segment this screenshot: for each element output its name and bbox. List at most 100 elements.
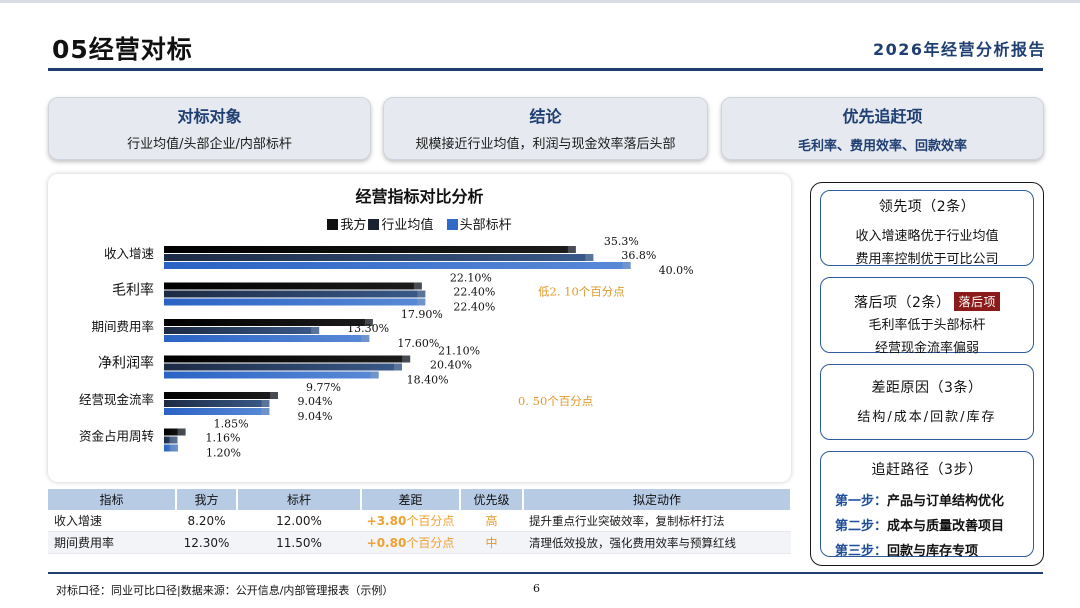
column-header: 差距 — [361, 489, 461, 510]
bar-industry — [164, 327, 320, 334]
bar-shade — [177, 428, 186, 436]
data-label: 20.40% — [430, 359, 472, 372]
bar-shade — [364, 319, 373, 326]
benchmark-cell: 12.00% — [237, 510, 361, 532]
category-label: 期间费用率 — [91, 319, 154, 334]
column-header: 我方 — [176, 489, 238, 510]
legend-item-industry: 行业均值 — [368, 218, 433, 233]
bar-shade — [622, 262, 631, 269]
gap-unit: 个百分点 — [406, 536, 455, 550]
path-card: 追赶路径（3步） 第一步：产品与订单结构优化 第二步：成本与质量改善项目 第三步… — [820, 451, 1034, 559]
data-label: 22.40% — [453, 286, 495, 299]
category-label: 毛利率 — [112, 282, 154, 299]
path-step: 第三步：回款与库存专项 — [821, 540, 1033, 559]
bar-ours — [164, 319, 373, 326]
bar-shade — [567, 246, 576, 253]
data-label: 9.77% — [306, 381, 341, 394]
ours-cell: 8.20% — [176, 510, 237, 532]
page-title: 05经营对标 — [52, 35, 193, 64]
card-text: 行业均值/头部企业/内部标杆 — [127, 137, 292, 152]
side-panel: 领先项（2条） 收入增速略优于行业均值 费用率控制优于可比公司 落后项（2条）落… — [810, 182, 1044, 566]
action-cell: 清理低效投放，强化费用效率与预算红线 — [523, 531, 791, 554]
leading-line: 收入增速略优于行业均值 — [855, 229, 999, 244]
bar-shade — [394, 363, 402, 371]
bar-shade — [585, 254, 594, 261]
gap-unit: 个百分点 — [406, 514, 455, 528]
gap-annotation: 低2. 10个百分点 — [538, 285, 625, 299]
column-header: 指标 — [48, 489, 177, 510]
bar-shade — [170, 444, 178, 452]
bar-leader — [164, 444, 178, 452]
table-header-row: 指标 我方 标杆 差距 优先级 拟定动作 — [48, 489, 792, 510]
card-priority-items: 优先追赶项 毛利率、费用效率、回款效率 — [721, 97, 1044, 160]
header-divider — [48, 68, 1043, 71]
column-header: 拟定动作 — [523, 489, 792, 510]
gap-value: +0.80 — [366, 536, 407, 550]
bar-leader — [164, 371, 379, 379]
bar-shade — [361, 335, 370, 342]
lagging-line: 经营现金流率偏弱 — [874, 341, 979, 356]
card-text: 毛利率、费用效率、回款效率 — [797, 139, 967, 154]
lagging-card: 落后项（2条） 落后项 毛利率低于头部标杆 经营现金流率偏弱 — [820, 277, 1034, 356]
bar-leader — [164, 335, 370, 342]
bar-industry — [164, 400, 270, 407]
category-label: 收入增速 — [104, 246, 155, 261]
data-label: 1.20% — [206, 447, 241, 460]
gap-value: +3.80 — [366, 514, 407, 528]
metric-cell: 收入增速 — [48, 510, 176, 532]
gap-cell: +3.80个百分点 — [361, 510, 460, 532]
data-label: 13.30% — [347, 322, 389, 335]
bar-shade — [269, 392, 278, 399]
reasons-card: 差距原因（3条） 结构/成本/回款/库存 — [820, 364, 1034, 440]
bar-ours — [164, 355, 411, 363]
metric-cell: 期间费用率 — [48, 531, 176, 554]
chart-title: 经营指标对比分析 — [355, 187, 484, 206]
lagging-line: 毛利率低于头部标杆 — [868, 318, 986, 333]
step-label: 第一步： — [835, 494, 888, 509]
bar-industry — [164, 290, 426, 298]
card-title: 对标对象 — [177, 107, 242, 126]
step-text: 成本与质量改善项目 — [887, 519, 1005, 534]
step-text: 回款与库存专项 — [887, 544, 979, 559]
leading-card: 领先项（2条） 收入增速略优于行业均值 费用率控制优于可比公司 — [820, 190, 1034, 267]
bar-shade — [169, 436, 178, 444]
data-label: 40.0% — [659, 264, 694, 277]
leading-title: 领先项（2条） — [878, 199, 976, 215]
bar-ours — [164, 428, 186, 436]
data-label: 9.04% — [297, 410, 332, 423]
data-label: 36.8% — [621, 249, 656, 262]
benchmark-table: 指标 我方 标杆 差距 优先级 拟定动作 收入增速 8.20% 12.00% +… — [48, 489, 792, 554]
table-row: 收入增速 8.20% 12.00% +3.80个百分点 高 提升重点行业突破效率… — [48, 510, 791, 532]
legend-item-ours: 我方 — [327, 218, 366, 233]
action-cell: 提升重点行业突破效率，复制标杆打法 — [523, 510, 791, 532]
bar-ours — [164, 282, 422, 290]
data-label: 35.3% — [604, 235, 639, 248]
category-label: 经营现金流率 — [79, 392, 154, 407]
card-benchmark-targets: 对标对象 行业均值/头部企业/内部标杆 — [48, 97, 371, 160]
bar-shade — [417, 290, 426, 298]
reasons-title: 差距原因（3条） — [871, 380, 983, 396]
legend-swatch — [368, 219, 380, 230]
bar-leader — [164, 408, 270, 415]
card-conclusion: 结论 规模接近行业均值，利润与现金效率落后头部 — [383, 97, 708, 160]
step-text: 产品与订单结构优化 — [887, 494, 1005, 509]
data-label: 21.10% — [438, 345, 480, 358]
table-row: 期间费用率 12.30% 11.50% +0.80个百分点 中 清理低效投放，强… — [48, 531, 791, 554]
reasons-line: 结构/成本/回款/库存 — [857, 410, 997, 425]
ours-cell: 12.30% — [176, 531, 237, 554]
gap-cell: +0.80个百分点 — [361, 531, 460, 554]
bar-chart: 收入增速35.3%36.8%40.0%毛利率22.10%22.40%22.40%… — [79, 235, 694, 460]
legend-label: 我方 — [340, 218, 367, 233]
category-label: 资金占用周转 — [79, 429, 154, 444]
data-label: 17.90% — [401, 308, 443, 321]
card-text: 规模接近行业均值，利润与现金效率落后头部 — [415, 137, 676, 152]
bar-shade — [417, 298, 426, 306]
bar-shade — [413, 282, 422, 290]
legend-swatch — [327, 219, 339, 230]
lagging-tag: 落后项 — [954, 292, 1000, 311]
column-header: 优先级 — [460, 489, 524, 510]
bar-shade — [311, 327, 320, 334]
column-header: 标杆 — [237, 489, 362, 510]
bar-leader — [164, 298, 426, 306]
data-label: 18.40% — [407, 374, 449, 387]
